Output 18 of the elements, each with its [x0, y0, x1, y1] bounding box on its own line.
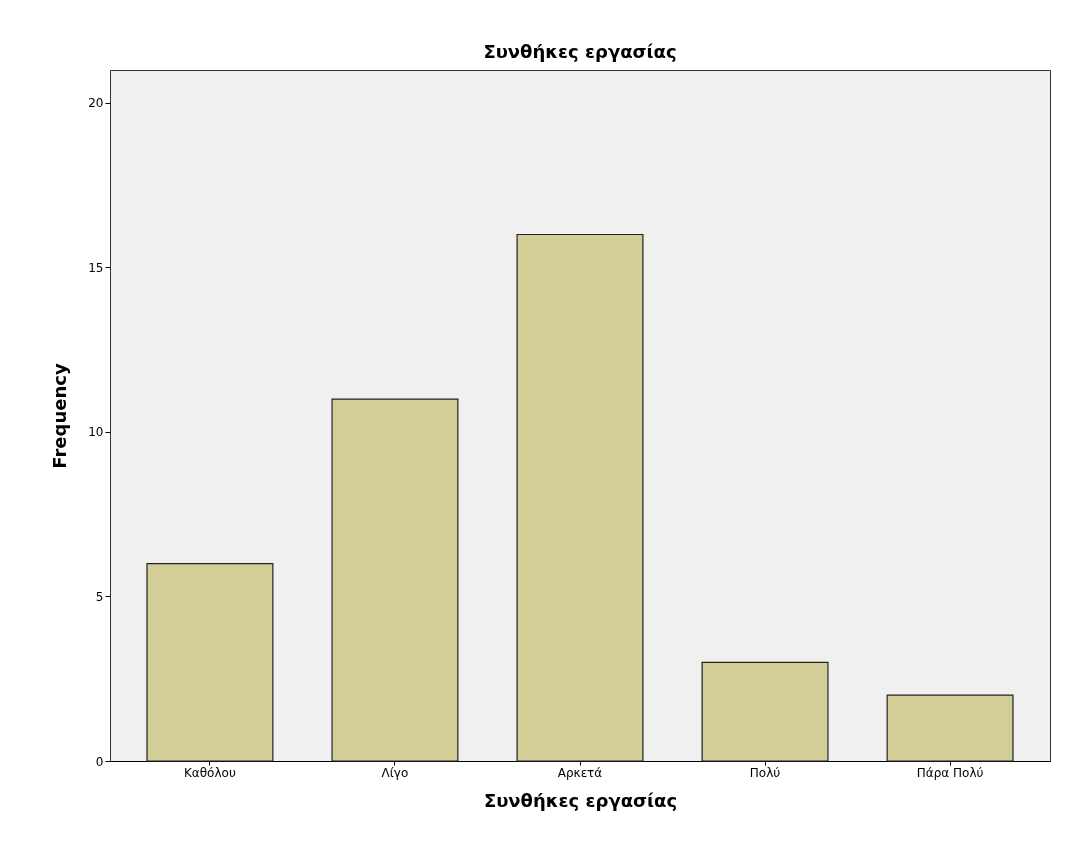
x-tick-label: Πάρα Πολύ — [916, 765, 984, 780]
bar — [701, 661, 829, 762]
y-tick-label: 10 — [88, 425, 104, 440]
chart-title: Συνθήκες εργασίας — [483, 41, 677, 62]
x-tick-label: Πολύ — [749, 765, 781, 780]
y-tick-label: 0 — [95, 754, 104, 769]
x-tick-label: Αρκετά — [557, 765, 603, 780]
bar — [516, 233, 644, 762]
x-tick-label: Λίγο — [381, 765, 409, 780]
y-axis-title: Frequency — [49, 363, 71, 469]
y-tick-label: 20 — [88, 96, 104, 111]
x-tick-label: Καθόλου — [183, 765, 236, 780]
bar — [886, 694, 1014, 762]
bar — [331, 398, 459, 762]
bar — [146, 562, 274, 762]
x-axis-title: Συνθήκες εργασίας — [483, 789, 678, 811]
y-tick-label: 5 — [95, 589, 104, 604]
y-tick-label: 15 — [88, 260, 104, 275]
